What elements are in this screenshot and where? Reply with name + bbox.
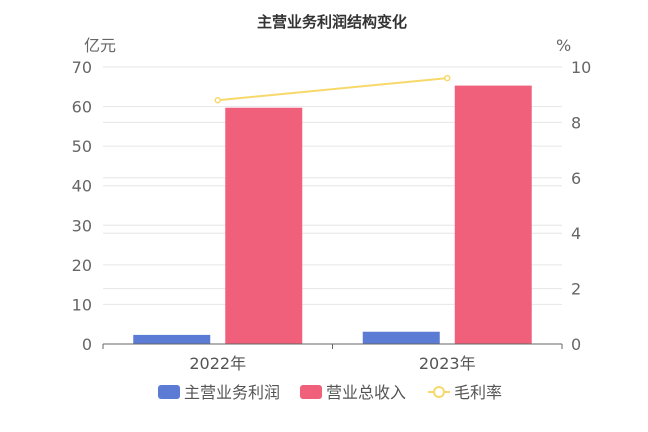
- left-tick-label: 10: [72, 295, 92, 314]
- legend-swatch: [300, 385, 322, 399]
- right-axis-ticks: 0 2 4 6 8 10: [571, 58, 591, 354]
- legend-label: 主营业务利润: [184, 383, 280, 402]
- line-series: [214, 74, 451, 104]
- left-axis-unit: 亿元: [84, 36, 116, 55]
- right-tick-label: 6: [571, 169, 581, 188]
- category-labels: 2022年 2023年: [189, 354, 475, 373]
- left-tick-label: 70: [72, 58, 92, 77]
- right-tick-label: 10: [571, 58, 591, 77]
- line-path: [217, 77, 448, 102]
- left-tick-label: 40: [72, 177, 92, 196]
- category-label: 2023年: [419, 354, 476, 373]
- left-tick-label: 30: [72, 216, 92, 235]
- bar-series: [133, 85, 532, 344]
- left-tick-label: 60: [72, 98, 92, 117]
- bar: [225, 107, 303, 344]
- legend-label: 毛利率: [454, 383, 502, 402]
- right-tick-label: 8: [571, 113, 581, 132]
- left-axis-ticks: 0 10 20 30 40 50 60 70: [72, 58, 92, 354]
- bar: [133, 334, 211, 344]
- line-point: [444, 74, 451, 82]
- right-tick-label: 2: [571, 280, 581, 299]
- right-tick-label: 0: [571, 335, 581, 354]
- category-label: 2022年: [189, 354, 246, 373]
- left-tick-label: 50: [72, 137, 92, 156]
- left-tick-label: 0: [82, 335, 92, 354]
- left-tick-label: 20: [72, 256, 92, 275]
- bar: [362, 331, 440, 344]
- chart-title: 主营业务利润结构变化: [257, 13, 407, 31]
- legend-swatch: [158, 385, 180, 399]
- legend: 主营业务利润 营业总收入 毛利率: [158, 383, 502, 402]
- legend-swatch-marker: [433, 386, 445, 398]
- right-tick-label: 4: [571, 224, 581, 243]
- legend-label: 营业总收入: [326, 383, 406, 402]
- line-point: [214, 96, 221, 104]
- bar: [454, 85, 532, 344]
- x-axis-ticks: [102, 344, 563, 349]
- right-axis-unit: %: [556, 36, 571, 55]
